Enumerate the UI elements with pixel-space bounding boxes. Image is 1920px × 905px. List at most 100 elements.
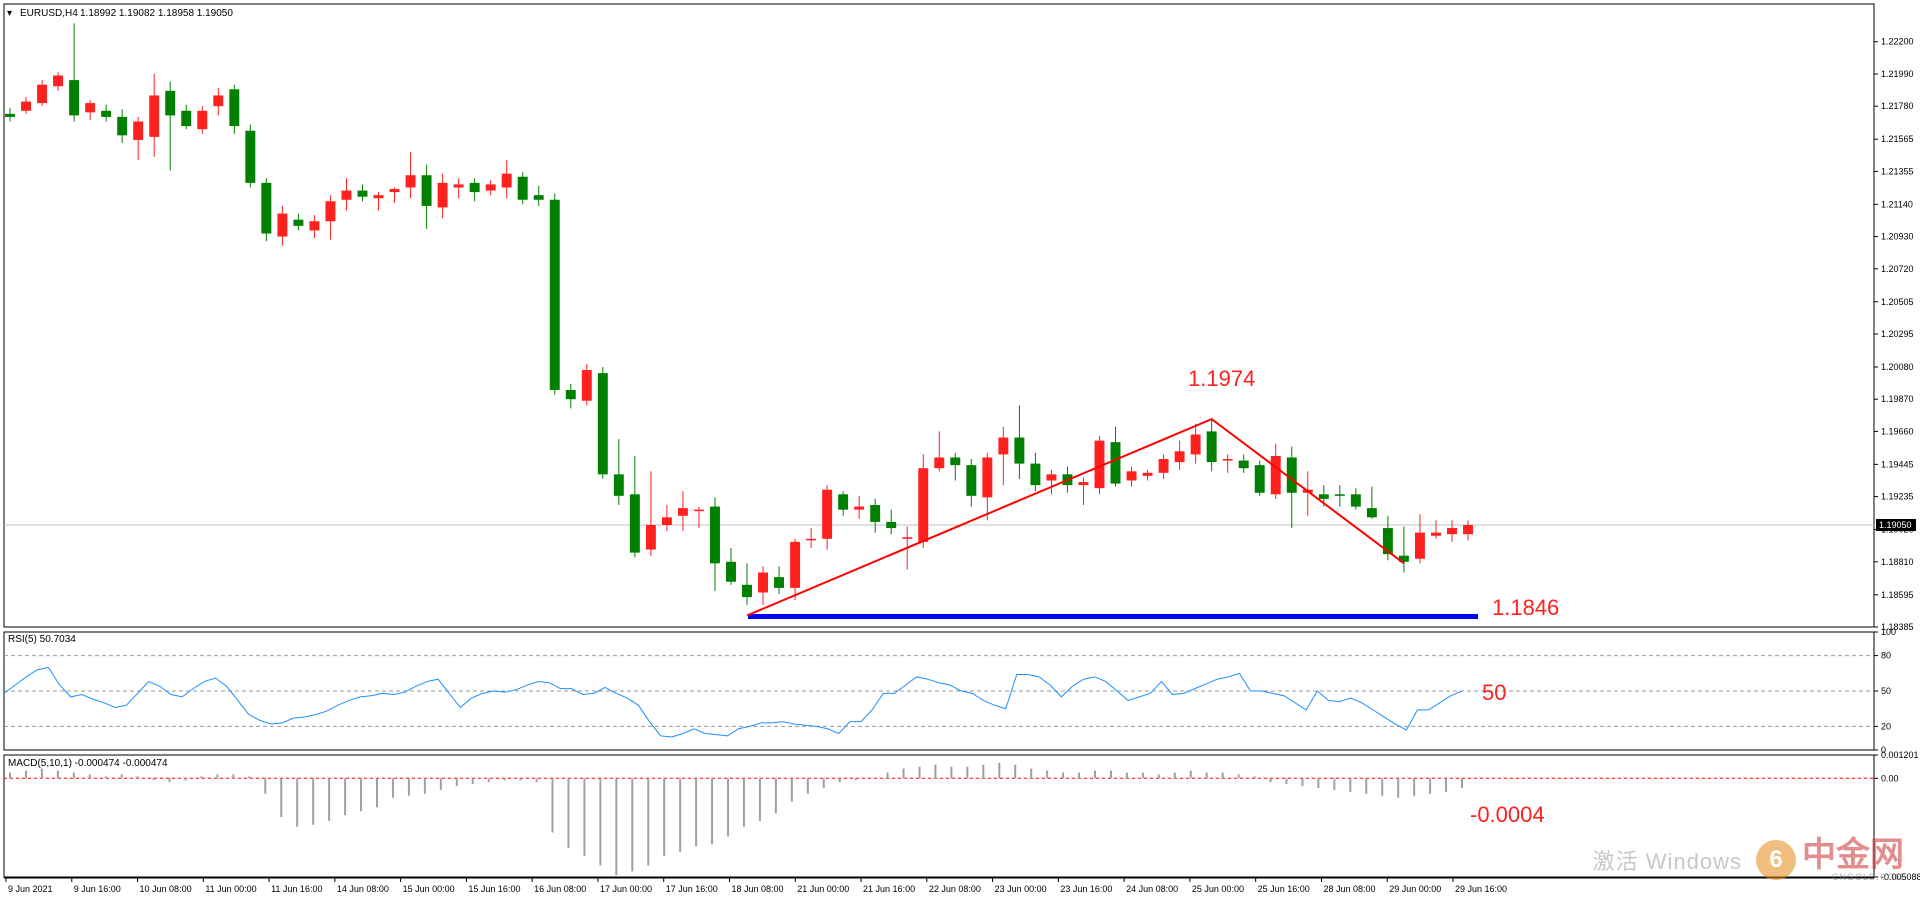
candle-body [501,173,512,188]
candle-body [1126,471,1137,481]
price-tick-label: 1.20930 [1881,232,1914,242]
candle-body [1254,465,1265,493]
time-tick-label: 23 Jun 16:00 [1060,884,1112,894]
rsi-line [3,666,1463,738]
time-tick-label: 11 Jun 16:00 [271,884,322,894]
time-tick-label: 24 Jun 08:00 [1126,884,1178,894]
macd-value-annotation: -0.0004 [1470,802,1545,827]
macd-tick-label: 0.00 [1881,773,1899,783]
time-tick-label: 9 Jun 16:00 [74,884,121,894]
rsi-label: RSI(5) 50.7034 [8,634,76,645]
candle-body [581,370,592,401]
price-tick-label: 1.21565 [1881,134,1914,144]
candle-body [998,437,1009,455]
candle-body [53,75,64,87]
candle-body [533,195,544,200]
candle-body [629,494,640,553]
time-tick-label: 18 Jun 08:00 [732,884,784,894]
candle-body [549,199,560,390]
rsi-tick-label: 100 [1881,627,1896,637]
time-tick-label: 29 Jun 16:00 [1455,884,1507,894]
rsi-axis: 100 80 50 20 0 [1874,627,1896,755]
price-tick-label: 1.18595 [1881,590,1914,600]
time-tick-label: 25 Jun 16:00 [1258,884,1310,894]
candle-body [1110,442,1121,484]
candle-body [1046,474,1057,481]
price-tick-label: 1.20295 [1881,329,1914,339]
candle-body [405,175,416,188]
trend-line [746,417,1405,617]
price-tick-label: 1.20505 [1881,297,1914,307]
price-tick-label: 1.19660 [1881,426,1914,436]
price-tick-label: 1.21780 [1881,101,1914,111]
candle-body [693,509,704,512]
candle-body [726,561,736,582]
price-candles [5,23,1473,605]
panel-frames [3,3,1875,879]
rsi-series-line [3,666,1463,738]
candle-body [1030,463,1041,486]
candle-body [469,182,480,193]
time-tick-label: 15 Jun 16:00 [468,884,520,894]
candle-body [742,584,752,598]
price-tick-label: 1.21355 [1881,166,1914,176]
candle-body [870,505,881,522]
rsi-level-annotation: 50 [1482,680,1506,705]
candle-body [1414,532,1425,559]
candle-body [1286,457,1297,493]
time-tick-label: 29 Jun 00:00 [1389,884,1441,894]
peak-price-annotation: 1.1974 [1188,366,1255,391]
symbol-dropdown-icon[interactable]: ▾ [7,8,12,19]
time-tick-label: 15 Jun 00:00 [403,884,455,894]
candle-body [101,110,112,117]
time-tick-label: 9 Jun 2021 [8,884,53,894]
candle-body [1206,431,1217,463]
time-tick-label: 17 Jun 00:00 [600,884,652,894]
candle-body [437,182,448,208]
candle-body [229,89,240,127]
candle-body [1238,460,1249,469]
rsi-tick-label: 50 [1881,686,1891,696]
brand-logo: 6 中金网 CNGOLD.COM [1756,838,1904,882]
candle-body [37,84,48,104]
candle-body [982,457,993,498]
candle-body [181,110,192,127]
candle-body [1350,494,1361,507]
price-tick-label: 1.20080 [1881,362,1914,372]
candle-body [1270,455,1281,495]
candle-body [1398,555,1409,562]
candle-body [341,190,352,200]
price-tick-label: 1.19445 [1881,459,1914,469]
time-tick-label: 14 Jun 08:00 [337,884,389,894]
candle-body [309,221,320,231]
time-axis: 9 Jun 2021 9 Jun 16:00 10 Jun 08:00 11 Jun … [5,878,1507,894]
candle-body [1430,532,1441,536]
price-tick-label: 1.21140 [1881,199,1913,209]
rsi-tick-label: 20 [1881,721,1891,731]
brand-logo-icon: 6 [1756,840,1796,880]
time-tick-label: 21 Jun 16:00 [863,884,915,894]
candle-body [854,506,865,510]
panel-frame-0 [3,3,1875,628]
support-price-annotation: 1.1846 [1492,595,1559,620]
price-tick-label: 1.18385 [1881,622,1914,632]
macd-tick-label: -0.005088 [1881,872,1920,882]
panel-frame-2 [3,754,1875,878]
candle-body [421,175,432,206]
candle-body [5,113,15,117]
candle-body [1447,528,1457,535]
price-axis: 1.22200 1.21990 1.21780 1.21565 1.21355 1.211… [1874,37,1916,632]
candle-body [902,537,913,539]
candle-body [293,219,304,226]
candle-body [325,201,336,222]
candle-body [453,184,464,188]
brand-name: 中金网 [1802,836,1904,874]
price-tick-label: 1.21990 [1881,69,1914,79]
candle-body [1318,494,1329,499]
candle-body [69,80,80,116]
macd-label: MACD(5,10,1) -0.000474 -0.000474 [8,758,168,769]
candle-body [1094,440,1105,489]
time-tick-label: 23 Jun 00:00 [995,884,1047,894]
macd-bars [4,762,1874,876]
